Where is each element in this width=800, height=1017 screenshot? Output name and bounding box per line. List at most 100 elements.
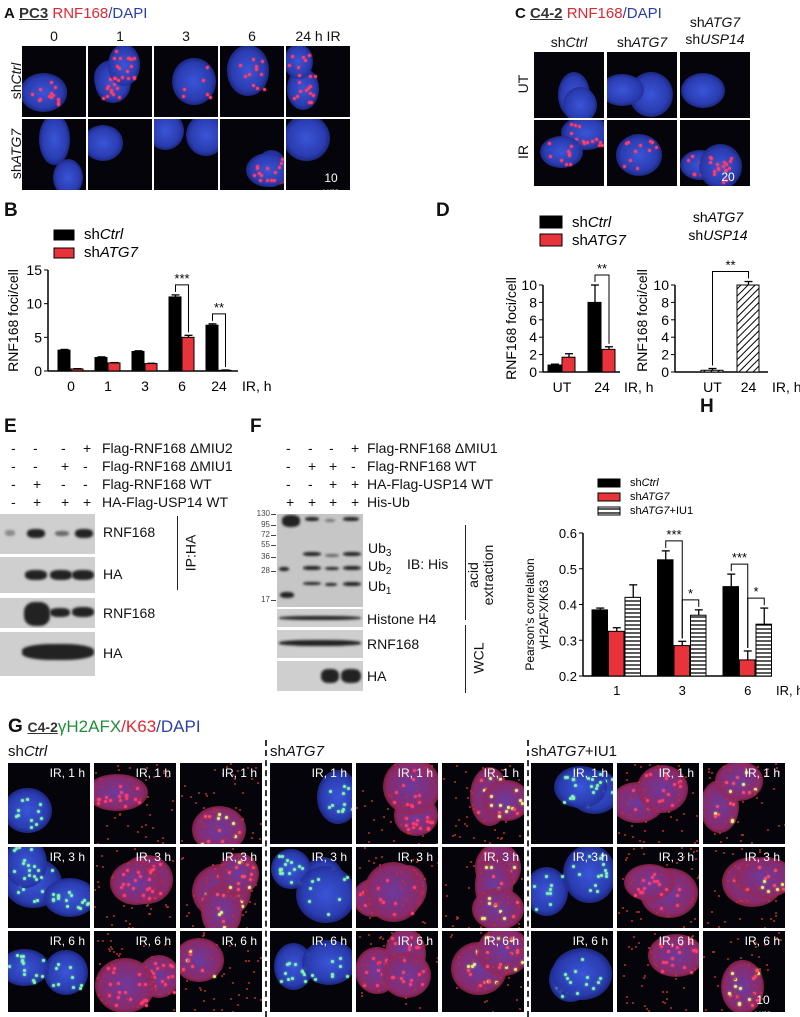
k63-speckle xyxy=(697,875,699,878)
micrograph: IR, 3 h xyxy=(617,847,699,928)
focus xyxy=(126,868,130,872)
focus xyxy=(486,980,490,984)
focus xyxy=(241,875,245,879)
label-line: shATG7 xyxy=(603,34,681,51)
bar xyxy=(131,350,145,372)
focus xyxy=(401,784,405,788)
focus xyxy=(560,159,564,163)
micrograph xyxy=(154,46,218,117)
k63-speckle xyxy=(756,766,759,769)
nucleus xyxy=(472,887,524,928)
k63-speckle xyxy=(756,797,759,800)
focus xyxy=(328,790,332,794)
timepoint-label: IR, 3 h xyxy=(221,850,257,864)
mw-marker: 95 xyxy=(261,520,270,529)
blot-label: RNF168 xyxy=(367,636,420,652)
focus xyxy=(104,795,108,799)
k63-speckle xyxy=(504,769,507,772)
k63-speckle xyxy=(674,977,677,980)
k63-speckle xyxy=(739,1007,742,1010)
k63-speckle xyxy=(484,773,487,776)
focus xyxy=(687,159,691,163)
focus xyxy=(280,872,284,876)
micrograph: IR, 3 h xyxy=(442,847,524,928)
focus xyxy=(679,779,683,783)
focus xyxy=(689,941,692,945)
micrograph: IR, 3 h xyxy=(531,847,613,928)
focus xyxy=(293,963,297,967)
k63-speckle xyxy=(681,830,683,833)
k63-speckle xyxy=(758,956,761,959)
k63-speckle xyxy=(405,795,408,798)
focus xyxy=(31,92,35,96)
ub-subscript: 1 xyxy=(385,586,392,597)
focus xyxy=(416,946,420,950)
focus xyxy=(124,793,128,797)
k63-speckle xyxy=(427,858,430,861)
focus xyxy=(738,987,742,991)
k63-speckle xyxy=(202,931,205,934)
focus xyxy=(76,906,80,910)
focus xyxy=(56,963,60,967)
label-line: extraction xyxy=(480,544,496,606)
k63-speckle xyxy=(204,956,207,959)
focus xyxy=(148,878,152,882)
focus xyxy=(730,157,734,161)
nucleus xyxy=(154,119,184,151)
focus xyxy=(32,980,36,984)
y-axis-label: Pearson's correlation xyxy=(523,558,537,670)
focus xyxy=(670,956,674,960)
k63-speckle xyxy=(644,830,647,832)
k63-speckle xyxy=(424,967,427,970)
focus xyxy=(308,85,312,88)
focus xyxy=(645,798,649,802)
focus xyxy=(497,937,500,941)
k63-speckle xyxy=(198,792,201,795)
condition-sign: + xyxy=(286,494,295,510)
focus xyxy=(304,979,308,983)
nucleus xyxy=(172,57,216,105)
micrograph xyxy=(607,52,677,118)
k63-speckle xyxy=(430,818,433,821)
micrograph xyxy=(22,119,86,190)
condition-sign: - xyxy=(61,440,66,456)
focus xyxy=(112,970,116,974)
focus xyxy=(117,95,121,99)
focus xyxy=(666,793,670,797)
y-tick-label: 0 xyxy=(529,364,537,380)
k63-speckle xyxy=(650,950,653,953)
focus xyxy=(97,797,101,801)
timepoint-label: IR, 6 h xyxy=(135,934,171,948)
k63-speckle xyxy=(759,991,762,994)
focus xyxy=(595,786,599,790)
focus xyxy=(499,778,503,782)
k63-speckle xyxy=(237,854,240,857)
focus xyxy=(153,962,157,966)
focus xyxy=(259,72,263,76)
k63-speckle xyxy=(171,859,174,862)
k63-speckle xyxy=(430,864,433,867)
focus xyxy=(724,780,728,784)
k63-speckle xyxy=(236,1004,239,1007)
timepoint-label: IR, 3 h xyxy=(483,850,519,864)
focus xyxy=(144,999,148,1002)
focus xyxy=(399,977,403,981)
panel-c-title: C C4-2 RNF168/DAPI xyxy=(515,5,662,22)
focus xyxy=(409,983,413,987)
k63-speckle xyxy=(112,914,115,917)
focus xyxy=(712,173,716,177)
focus xyxy=(254,68,258,71)
k63-speckle xyxy=(450,934,453,937)
focus xyxy=(342,784,346,788)
focus xyxy=(132,57,136,61)
k63-speckle xyxy=(502,831,505,834)
k63-speckle xyxy=(150,907,153,910)
y-tick-label: 0 xyxy=(34,363,42,379)
stain-rnf168: RNF168 xyxy=(52,5,109,22)
k63-speckle xyxy=(675,818,678,821)
k63-speckle xyxy=(726,798,729,801)
nucleus xyxy=(636,765,688,813)
mw-marker: 130 xyxy=(256,509,270,518)
legend-swatch xyxy=(539,215,563,229)
k63-speckle xyxy=(442,777,445,780)
